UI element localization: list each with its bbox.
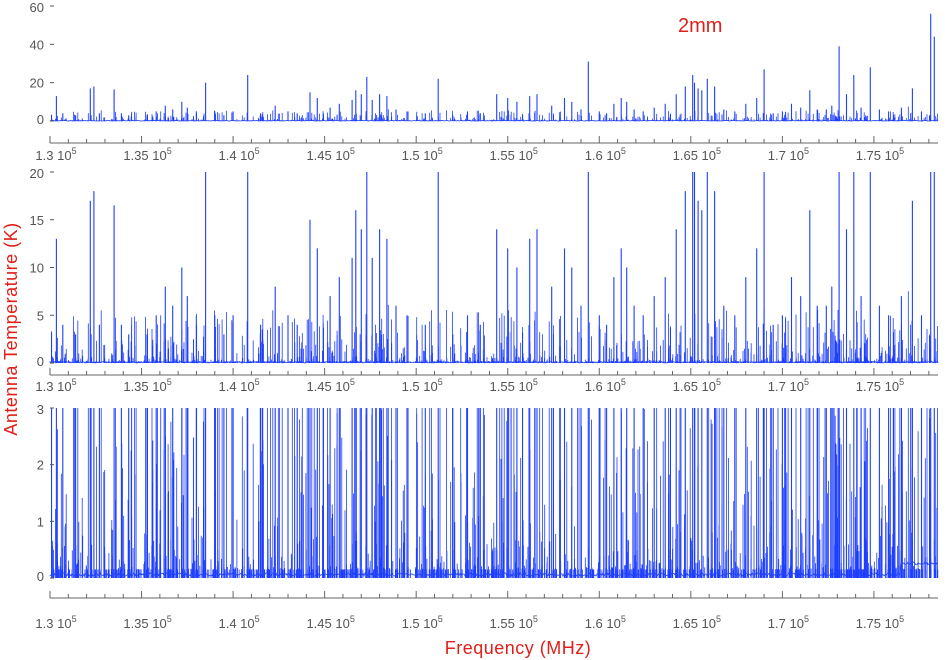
xtick-label: 1.7 105 [768,377,809,394]
xtick-label: 1.7 105 [768,614,809,631]
xtick-label: 1.6 105 [585,146,626,163]
xtick-label: 1.55 105 [490,377,538,394]
xtick-label: 1.4 105 [219,614,260,631]
xtick-label: 1.75 105 [856,614,904,631]
xtick-label: 1.75 105 [856,146,904,163]
xtick-label: 1.3 105 [35,146,76,163]
xtick-label: 1.35 105 [123,377,171,394]
xtick-label: 1.3 105 [35,377,76,394]
xtick-label: 1.75 105 [856,377,904,394]
xtick-label: 1.5 105 [402,614,443,631]
panel-1: 0 20 40 60 1.3 105 1.35 105 1.4 105 1.45 105 1.5… [30,0,939,163]
xtick-label: 1.6 105 [585,377,626,394]
ytick-label: 2 [37,458,44,473]
xtick-label: 1.65 105 [673,146,721,163]
panel-1-weak-lines [51,106,939,121]
xtick-label: 1.65 105 [673,377,721,394]
xtick-label: 1.45 105 [306,146,354,163]
y-axis-title: Antenna Temperature (K) [1,222,21,435]
ytick-label: 15 [30,213,44,228]
xtick-label: 1.45 105 [306,614,354,631]
ytick-label: 0 [37,569,44,584]
xtick-label: 1.55 105 [490,146,538,163]
xtick-label: 1.65 105 [673,614,721,631]
panel-2: 0 5 10 15 20 1.3 105 1.35 105 1.4 105 1.45 105 1.… [30,166,939,394]
xtick-label: 1.45 105 [306,377,354,394]
xtick-label: 1.5 105 [402,146,443,163]
xtick-label: 1.4 105 [219,377,260,394]
panel-3: 0 1 2 3 1.3 105 1.35 105 1.4 105 1.45 105 1.5 10… [35,402,939,631]
xtick-label: 1.3 105 [35,614,76,631]
ytick-label: 20 [30,76,44,91]
xtick-label: 1.55 105 [490,614,538,631]
panel-2-weak-lines [51,291,939,363]
ytick-label: 60 [30,0,44,15]
xtick-label: 1.7 105 [768,146,809,163]
panel-3-weak-lines [51,408,939,578]
band-label: 2mm [678,15,722,37]
ytick-label: 0 [37,112,44,127]
xtick-label: 1.35 105 [123,146,171,163]
xtick-label: 1.5 105 [402,377,443,394]
ytick-label: 3 [37,402,44,417]
ytick-label: 1 [37,514,44,529]
xtick-label: 1.4 105 [219,146,260,163]
x-axis-title: Frequency (MHz) [445,638,592,658]
xtick-label: 1.6 105 [585,614,626,631]
ytick-label: 20 [30,166,44,181]
xtick-label: 1.35 105 [123,614,171,631]
ytick-label: 10 [30,261,44,276]
ytick-label: 0 [37,354,44,369]
ytick-label: 5 [37,308,44,323]
ytick-label: 40 [30,37,44,52]
